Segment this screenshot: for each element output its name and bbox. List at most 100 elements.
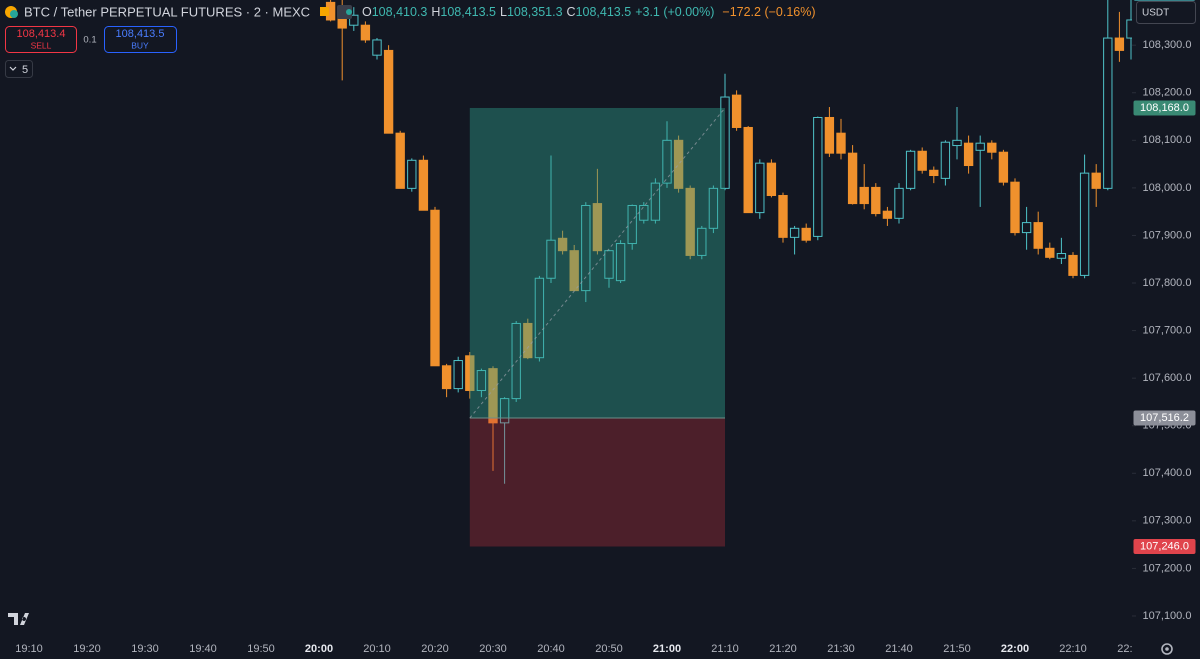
sell-label: SELL [31, 40, 52, 50]
y-tick-label: 108,100.0 [1143, 134, 1192, 146]
candle-body [615, 243, 626, 282]
candle-body [372, 39, 382, 56]
ohlc-values: O108,410.3 H108,413.5 L108,351.3 C108,413.5… [362, 5, 816, 19]
indicators-count: 5 [22, 64, 28, 76]
sell-button[interactable] [5, 26, 77, 53]
candle-body [1045, 247, 1055, 258]
loss-zone [469, 418, 725, 547]
x-tick-label: 20:10 [363, 643, 391, 655]
indicators-toggle[interactable] [5, 60, 33, 78]
candle-body [395, 132, 405, 189]
candle-body [813, 116, 823, 237]
ohlc-key: C [567, 5, 576, 19]
candle-body [627, 204, 637, 245]
stop-price-box [1133, 539, 1196, 555]
candle-body [1033, 222, 1043, 249]
chevron [9, 66, 17, 71]
ohlc-value: 108,413.5 [576, 5, 632, 19]
settings-icon-core [1165, 647, 1169, 651]
candle-body [975, 142, 985, 151]
candle-body [557, 237, 568, 252]
candle-body [755, 162, 765, 214]
candle-body [697, 227, 707, 256]
indicator-change: −172.2 (−0.16%) [722, 5, 815, 19]
candle-body [650, 182, 661, 221]
candle-body [441, 365, 452, 390]
symbol-title[interactable]: BTC / Tether PERPETUAL FUTURES · 2 · MEX… [24, 4, 310, 19]
currency-select[interactable] [1136, 1, 1196, 24]
candle-body [778, 194, 788, 238]
x-tick-label: 21:00 [653, 643, 681, 655]
candle-body [1103, 37, 1113, 189]
candle-body [488, 368, 498, 424]
y-tick-label: 107,200.0 [1143, 562, 1192, 574]
settings-icon[interactable] [1161, 643, 1173, 655]
candle-body [708, 187, 719, 229]
ohlc-legend: O108,410.3 H108,413.5 L108,351.3 C108,413.5… [362, 5, 816, 19]
entry-price-box [1133, 410, 1196, 426]
candle-body [720, 96, 730, 189]
x-tick-label: 21:50 [943, 643, 971, 655]
x-tick-label: 19:20 [73, 643, 101, 655]
x-tick-label: 20:50 [595, 643, 623, 655]
candle-body [998, 151, 1009, 183]
candle-body [894, 187, 904, 219]
candle-body [963, 142, 974, 167]
candle-body [987, 142, 997, 153]
y-tick-label: 107,600.0 [1143, 372, 1192, 384]
candle-body [407, 159, 417, 189]
sell-price: 108,413.4 [17, 28, 66, 40]
candle-body [499, 398, 510, 424]
candle-body [743, 126, 753, 214]
plot-area [325, 0, 1132, 547]
candle-body [836, 132, 846, 154]
x-tick-label: 20:20 [421, 643, 449, 655]
status-icon [320, 7, 329, 16]
candle-body [546, 239, 556, 279]
x-tick-label: 20:00 [305, 643, 333, 655]
ohlc-key: O [362, 5, 372, 19]
y-tick-label: 107,400.0 [1143, 467, 1192, 479]
x-tick-label: 21:10 [711, 643, 739, 655]
candle-body [801, 227, 811, 241]
candle-body [766, 162, 777, 196]
candle-body [1079, 172, 1090, 276]
x-tick-label: 19:10 [15, 643, 43, 655]
y-tick-label: 108,200.0 [1143, 87, 1192, 99]
candle-body [592, 203, 603, 252]
candle-body [1126, 19, 1132, 39]
x-tick-label: 20:30 [479, 643, 507, 655]
ohlc-value: 108,351.3 [507, 5, 563, 19]
y-tick-label: 107,800.0 [1143, 277, 1192, 289]
y-tick-label: 108,300.0 [1143, 39, 1192, 51]
y-tick-label: 107,100.0 [1143, 610, 1192, 622]
candle-body [871, 186, 881, 215]
candle-body [847, 152, 858, 205]
target-price-box [1133, 100, 1196, 116]
candle-body [1114, 37, 1125, 51]
currency: USDT [1142, 8, 1169, 19]
candle-body [465, 355, 475, 392]
position-path [469, 107, 726, 419]
x-tick-label: 22:00 [1001, 643, 1029, 655]
x-tick-label: 21:30 [827, 643, 855, 655]
symbol-logo-2 [10, 10, 18, 18]
candle-body [731, 94, 742, 128]
candle-body [824, 116, 835, 154]
status-dot [346, 9, 352, 15]
candle-body [534, 277, 545, 359]
candle-body [1010, 181, 1020, 234]
tv-logo [8, 613, 29, 625]
candle-body [430, 209, 440, 367]
candle-body [476, 370, 487, 392]
ohlc-key: L [500, 5, 507, 19]
quantity[interactable]: 0.1 [83, 35, 96, 46]
candle-body [685, 187, 695, 256]
x-tick-label: 19:50 [247, 643, 275, 655]
candle-body [1068, 254, 1078, 276]
candle-body [859, 186, 869, 205]
candle-body [639, 204, 649, 221]
x-tick-label: 21:40 [885, 643, 913, 655]
buy-button[interactable] [104, 26, 177, 53]
